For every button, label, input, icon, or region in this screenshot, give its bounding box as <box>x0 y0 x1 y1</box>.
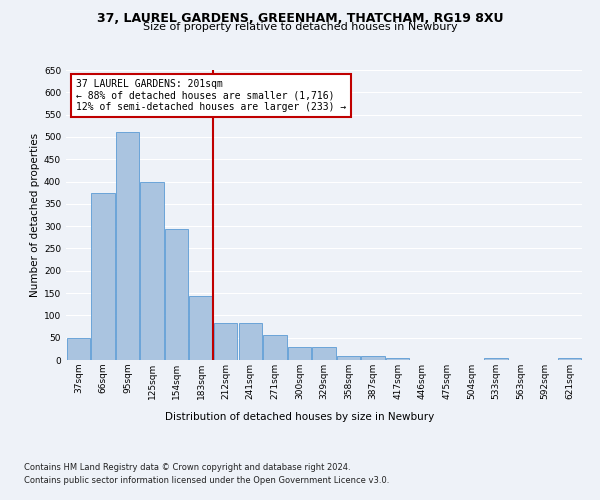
Bar <box>239 324 262 360</box>
Text: Distribution of detached houses by size in Newbury: Distribution of detached houses by size … <box>166 412 434 422</box>
Bar <box>190 296 213 360</box>
Text: Size of property relative to detached houses in Newbury: Size of property relative to detached ho… <box>143 22 457 32</box>
Text: 37 LAUREL GARDENS: 201sqm
← 88% of detached houses are smaller (1,716)
12% of se: 37 LAUREL GARDENS: 201sqm ← 88% of detac… <box>76 78 347 112</box>
Text: Contains HM Land Registry data © Crown copyright and database right 2024.: Contains HM Land Registry data © Crown c… <box>24 462 350 471</box>
Bar <box>214 324 238 360</box>
Text: 37, LAUREL GARDENS, GREENHAM, THATCHAM, RG19 8XU: 37, LAUREL GARDENS, GREENHAM, THATCHAM, … <box>97 12 503 26</box>
Bar <box>263 334 287 360</box>
Bar <box>361 356 385 360</box>
Bar <box>386 358 409 360</box>
Bar <box>313 346 335 360</box>
Bar <box>484 358 508 360</box>
Text: Contains public sector information licensed under the Open Government Licence v3: Contains public sector information licen… <box>24 476 389 485</box>
Y-axis label: Number of detached properties: Number of detached properties <box>30 133 40 297</box>
Bar <box>91 192 115 360</box>
Bar <box>116 132 139 360</box>
Bar <box>288 346 311 360</box>
Bar <box>165 230 188 360</box>
Bar <box>558 358 581 360</box>
Bar <box>67 338 90 360</box>
Bar <box>337 356 360 360</box>
Bar <box>140 182 164 360</box>
